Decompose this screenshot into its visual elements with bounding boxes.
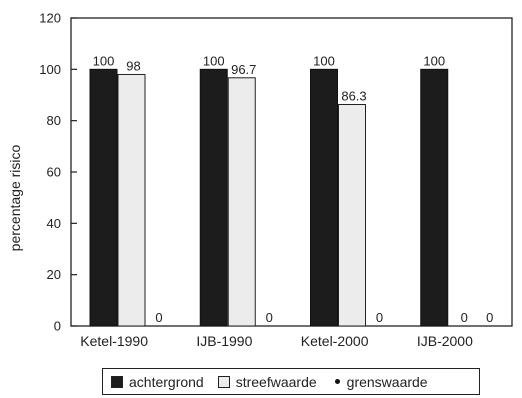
y-tick-label: 100	[39, 62, 61, 77]
data-label-achtergrond: 100	[313, 53, 335, 68]
legend-label-grenswaarde: grenswaarde	[346, 373, 428, 390]
bar-achtergrond	[420, 68, 449, 327]
data-label-streefwaarde: 98	[126, 58, 140, 73]
data-label-grenswaarde: 0	[376, 310, 383, 325]
data-label-streefwaarde: 86.3	[341, 88, 366, 103]
y-tick-label: 20	[47, 267, 61, 282]
data-label-streefwaarde: 96.7	[231, 62, 256, 77]
x-category-label: Ketel-2000	[301, 333, 369, 349]
legend-swatch-light	[217, 375, 230, 388]
data-label-grenswaarde: 0	[155, 310, 162, 325]
bar-streefwaarde	[227, 77, 256, 327]
y-tick-label: 0	[54, 319, 61, 334]
data-label-streefwaarde: 0	[461, 310, 468, 325]
legend-swatch-dark	[111, 375, 123, 388]
legend-dot-icon	[334, 379, 340, 384]
x-category-label: IJB-1990	[196, 333, 252, 349]
data-label-achtergrond: 100	[93, 53, 115, 68]
x-category-label: IJB-2000	[417, 333, 473, 349]
y-tick-label: 60	[47, 165, 61, 180]
bar-achtergrond	[199, 68, 228, 327]
data-label-achtergrond: 100	[203, 53, 225, 68]
bar-achtergrond	[89, 68, 118, 327]
legend-label-streefwaarde: streefwaarde	[235, 373, 317, 390]
axes: 0 20 40 60 80 100 120 Ketel-1990 IJB-1990 Ketel-2…	[39, 11, 513, 349]
data-label-grenswaarde: 0	[266, 310, 273, 325]
data-label-achtergrond: 100	[423, 53, 445, 68]
legend-item-streefwaarde: streefwaarde	[217, 373, 317, 390]
y-tick-label: 120	[39, 11, 61, 26]
x-category-label: Ketel-1990	[80, 333, 148, 349]
legend-item-achtergrond: achtergrond	[111, 374, 204, 390]
legend: achtergrond streefwaarde grenswaarde	[102, 368, 480, 395]
y-tick-label: 40	[47, 216, 61, 231]
bar-achtergrond	[310, 68, 338, 327]
bar-streefwaarde	[338, 103, 366, 327]
legend-label-achtergrond: achtergrond	[129, 373, 204, 390]
bars	[89, 68, 449, 327]
data-label-grenswaarde: 0	[486, 310, 493, 325]
data-labels: 100 98 0 100 96.7 0 100 86.3 0 100 0 0	[93, 53, 494, 325]
y-tick-label: 80	[47, 113, 61, 128]
y-axis-title: percentage risico	[7, 144, 23, 251]
legend-item-grenswaarde: grenswaarde	[331, 374, 428, 390]
bar-streefwaarde	[117, 73, 146, 327]
